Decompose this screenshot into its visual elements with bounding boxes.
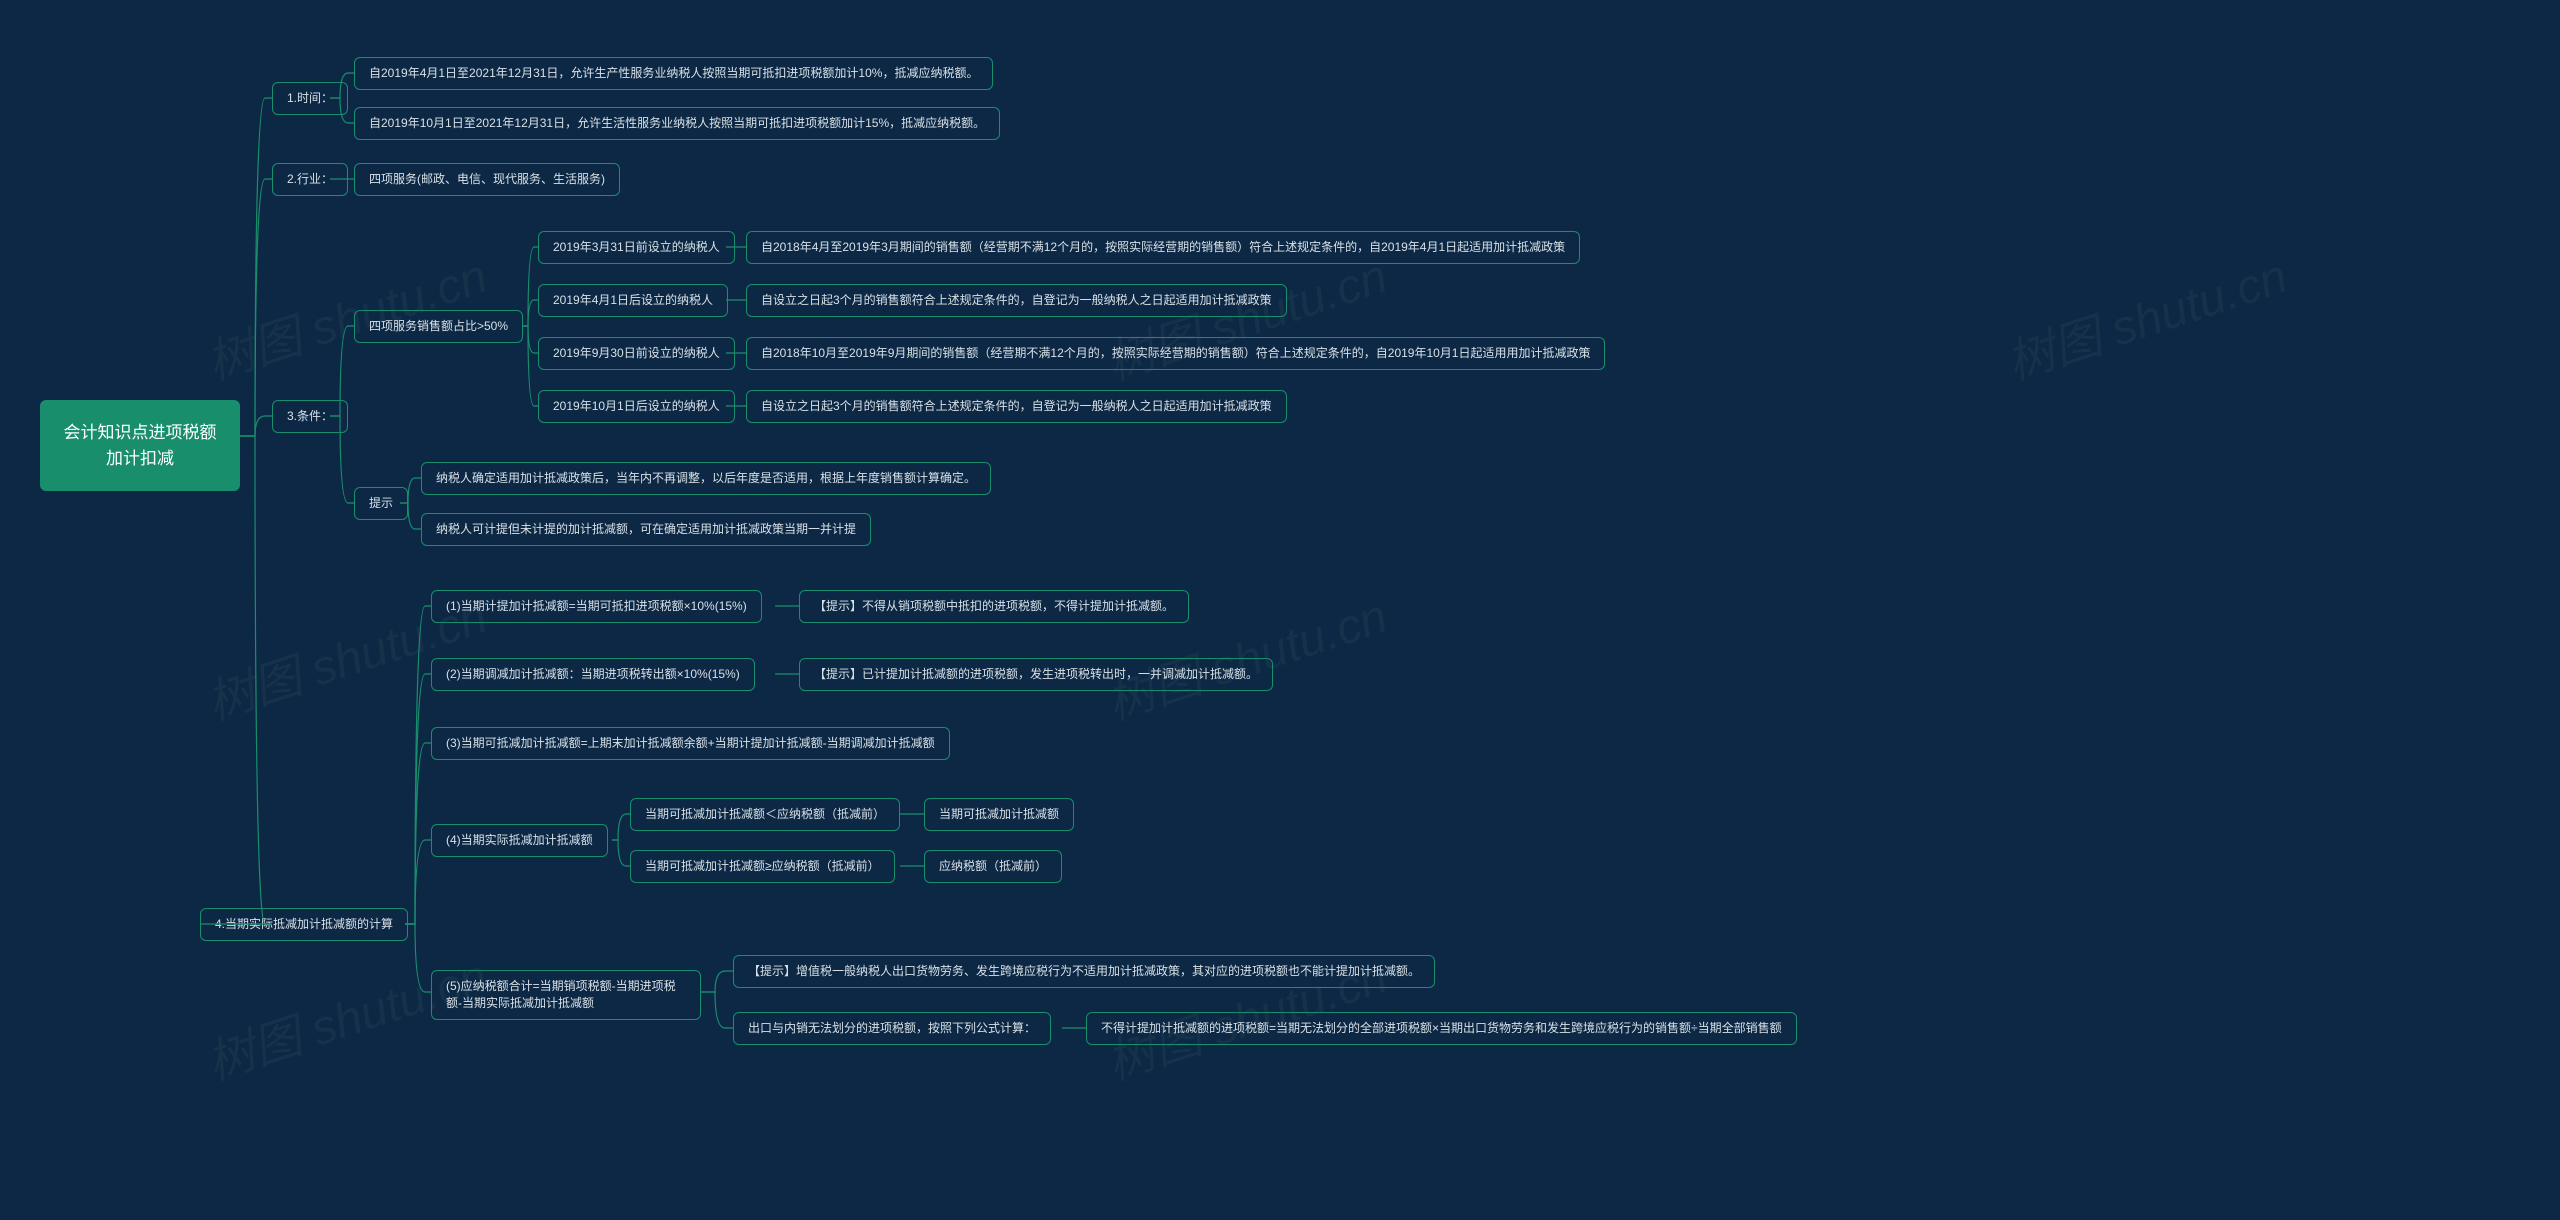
calc-f5-1[interactable]: 【提示】增值税一般纳税人出口货物劳务、发生跨境应税行为不适用加计抵减政策，其对应… (733, 955, 1435, 988)
calc-f5[interactable]: (5)应纳税额合计=当期销项税额-当期进项税额-当期实际抵减加计抵减额 (431, 970, 701, 1020)
cond-ratio[interactable]: 四项服务销售额占比>50% (354, 310, 523, 343)
cond-tip-1[interactable]: 纳税人确定适用加计抵减政策后，当年内不再调整，以后年度是否适用，根据上年度销售额… (421, 462, 991, 495)
cond-tip-2[interactable]: 纳税人可计提但未计提的加计抵减额，可在确定适用加计抵减政策当期一并计提 (421, 513, 871, 546)
cond-tip[interactable]: 提示 (354, 487, 408, 520)
level1-calculation[interactable]: 4.当期实际抵减加计抵减额的计算 (200, 908, 408, 941)
watermark: 树图 shutu.cn (1996, 237, 2294, 393)
industry-detail[interactable]: 四项服务(邮政、电信、现代服务、生活服务) (354, 163, 620, 196)
calc-f5-2[interactable]: 出口与内销无法划分的进项税额，按照下列公式计算： (733, 1012, 1051, 1045)
calc-f4-2r[interactable]: 应纳税额（抵减前） (924, 850, 1062, 883)
calc-f3[interactable]: (3)当期可抵减加计抵减额=上期末加计抵减额余额+当期计提加计抵减额-当期调减加… (431, 727, 950, 760)
cond-detail-4[interactable]: 自设立之日起3个月的销售额符合上述规定条件的，自登记为一般纳税人之日起适用加计抵… (746, 390, 1287, 423)
level1-industry[interactable]: 2.行业： (272, 163, 348, 196)
cond-after-2019-04[interactable]: 2019年4月1日后设立的纳税人 (538, 284, 728, 317)
cond-detail-1[interactable]: 自2018年4月至2019年3月期间的销售额（经营期不满12个月的，按照实际经营… (746, 231, 1580, 264)
time-detail-1[interactable]: 自2019年4月1日至2021年12月31日，允许生产性服务业纳税人按照当期可抵… (354, 57, 993, 90)
calc-f4-2[interactable]: 当期可抵减加计抵减额≥应纳税额（抵减前） (630, 850, 895, 883)
time-detail-2[interactable]: 自2019年10月1日至2021年12月31日，允许生活性服务业纳税人按照当期可… (354, 107, 1000, 140)
cond-before-2019-03[interactable]: 2019年3月31日前设立的纳税人 (538, 231, 735, 264)
calc-f1-tip[interactable]: 【提示】不得从销项税额中抵扣的进项税额，不得计提加计抵减额。 (799, 590, 1189, 623)
calc-f4[interactable]: (4)当期实际抵减加计抵减额 (431, 824, 608, 857)
level1-conditions[interactable]: 3.条件： (272, 400, 348, 433)
calc-f4-1r[interactable]: 当期可抵减加计抵减额 (924, 798, 1074, 831)
calc-f4-1[interactable]: 当期可抵减加计抵减额＜应纳税额（抵减前） (630, 798, 900, 831)
calc-f2-tip[interactable]: 【提示】已计提加计抵减额的进项税额，发生进项税转出时，一并调减加计抵减额。 (799, 658, 1273, 691)
root-node[interactable]: 会计知识点进项税额加计扣减 (40, 400, 240, 491)
cond-before-2019-09[interactable]: 2019年9月30日前设立的纳税人 (538, 337, 735, 370)
cond-detail-3[interactable]: 自2018年10月至2019年9月期间的销售额（经营期不满12个月的，按照实际经… (746, 337, 1605, 370)
calc-f5-2r[interactable]: 不得计提加计抵减额的进项税额=当期无法划分的全部进项税额×当期出口货物劳务和发生… (1086, 1012, 1797, 1045)
calc-f2[interactable]: (2)当期调减加计抵减额：当期进项税转出额×10%(15%) (431, 658, 755, 691)
level1-time[interactable]: 1.时间： (272, 82, 348, 115)
cond-after-2019-10[interactable]: 2019年10月1日后设立的纳税人 (538, 390, 735, 423)
calc-f1[interactable]: (1)当期计提加计抵减额=当期可抵扣进项税额×10%(15%) (431, 590, 762, 623)
cond-detail-2[interactable]: 自设立之日起3个月的销售额符合上述规定条件的，自登记为一般纳税人之日起适用加计抵… (746, 284, 1287, 317)
